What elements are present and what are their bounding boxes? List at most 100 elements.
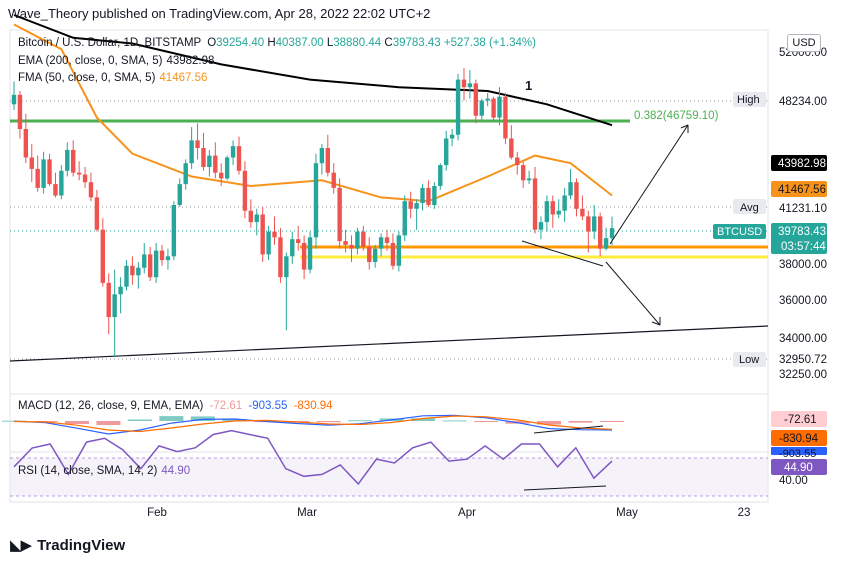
candle-body[interactable] xyxy=(586,216,591,232)
candle-body[interactable] xyxy=(195,140,200,148)
candle-body[interactable] xyxy=(438,165,443,186)
candle-body[interactable] xyxy=(349,244,354,249)
candle-body[interactable] xyxy=(224,157,230,179)
candle-body[interactable] xyxy=(17,94,23,129)
macd-divergence-line[interactable] xyxy=(533,425,604,434)
candle-body[interactable] xyxy=(82,174,88,183)
candle-body[interactable] xyxy=(242,170,248,211)
candle-body[interactable] xyxy=(580,208,585,217)
candle-body[interactable] xyxy=(568,182,573,196)
candle-body[interactable] xyxy=(562,195,567,211)
tradingview-brand[interactable]: ◣▶ TradingView xyxy=(10,536,125,555)
candle-body[interactable] xyxy=(118,286,123,295)
candle-body[interactable] xyxy=(272,231,277,238)
candle-body[interactable] xyxy=(544,201,550,223)
candle-body[interactable] xyxy=(147,254,153,278)
candle-body[interactable] xyxy=(538,222,544,230)
candle-body[interactable] xyxy=(53,184,58,196)
candle-body[interactable] xyxy=(479,100,484,116)
candle-body[interactable] xyxy=(177,184,182,205)
ema200-legend[interactable]: EMA (200, close, 0, SMA, 5) 43982.98 xyxy=(18,55,214,67)
ema50-legend[interactable]: FMA (50, close, 0, SMA, 5) 41467.56 xyxy=(18,72,207,84)
candle-body[interactable] xyxy=(526,178,532,181)
long-trendline[interactable] xyxy=(9,325,769,362)
candle-body[interactable] xyxy=(402,201,407,236)
candle-body[interactable] xyxy=(11,94,17,105)
candle-body[interactable] xyxy=(183,163,188,185)
symbol-legend[interactable]: Bitcoin / U.S. Dollar, 1D, BITSTAMP O392… xyxy=(18,37,536,49)
candle-body[interactable] xyxy=(319,148,325,164)
candle-body[interactable] xyxy=(372,248,378,262)
candle-body[interactable] xyxy=(65,149,70,171)
candle-body[interactable] xyxy=(165,256,171,261)
candle-body[interactable] xyxy=(201,148,206,167)
candle-body[interactable] xyxy=(461,79,467,88)
candle-body[interactable] xyxy=(59,170,64,196)
candle-body[interactable] xyxy=(35,168,40,188)
candle-body[interactable] xyxy=(355,231,360,249)
candle-body[interactable] xyxy=(189,140,194,164)
bullish-projection-line[interactable] xyxy=(609,124,689,245)
candle-body[interactable] xyxy=(556,210,561,215)
candle-body[interactable] xyxy=(153,250,159,278)
candle-body[interactable] xyxy=(112,294,117,318)
candle-body[interactable] xyxy=(509,138,514,158)
candle-body[interactable] xyxy=(236,146,242,171)
candle-body[interactable] xyxy=(455,79,461,135)
candle-body[interactable] xyxy=(532,178,538,230)
currency-button[interactable]: USD xyxy=(787,34,821,52)
rsi-legend[interactable]: RSI (14, close, SMA, 14, 2) 44.90 xyxy=(18,465,190,477)
price-divergence-line[interactable] xyxy=(521,240,604,267)
candle-body[interactable] xyxy=(515,157,520,166)
candle-body[interactable] xyxy=(207,155,212,167)
candle-body[interactable] xyxy=(29,157,34,169)
candle-body[interactable] xyxy=(106,282,111,318)
candle-body[interactable] xyxy=(136,267,141,276)
macd-legend[interactable]: MACD (12, 26, close, 9, EMA, EMA) -72.61… xyxy=(18,400,333,412)
candle-body[interactable] xyxy=(420,187,425,204)
candle-body[interactable] xyxy=(284,256,289,278)
candle-body[interactable] xyxy=(124,265,129,287)
candle-body[interactable] xyxy=(230,146,236,158)
candle-body[interactable] xyxy=(331,172,336,188)
candle-body[interactable] xyxy=(248,210,254,223)
candle-body[interactable] xyxy=(444,138,449,166)
candle-body[interactable] xyxy=(485,98,490,101)
candle-body[interactable] xyxy=(142,254,147,268)
candle-body[interactable] xyxy=(390,243,396,266)
candle-body[interactable] xyxy=(384,237,390,243)
candle-body[interactable] xyxy=(473,83,479,116)
candle-body[interactable] xyxy=(88,182,94,198)
candle-body[interactable] xyxy=(100,229,106,283)
candle-body[interactable] xyxy=(396,235,402,266)
candle-body[interactable] xyxy=(361,231,366,247)
candle-body[interactable] xyxy=(603,238,609,249)
candle-body[interactable] xyxy=(503,96,508,139)
candle-body[interactable] xyxy=(574,182,579,209)
candle-body[interactable] xyxy=(23,129,29,158)
rsi-divergence-line[interactable] xyxy=(523,485,607,491)
candle-body[interactable] xyxy=(414,203,419,209)
candle-body[interactable] xyxy=(278,237,283,278)
candle-body[interactable] xyxy=(491,98,496,118)
candle-body[interactable] xyxy=(520,165,526,181)
candle-body[interactable] xyxy=(76,172,82,175)
candle-body[interactable] xyxy=(159,250,165,261)
candle-body[interactable] xyxy=(266,231,271,255)
candle-body[interactable] xyxy=(449,134,455,139)
candle-body[interactable] xyxy=(497,96,502,118)
candle-body[interactable] xyxy=(597,216,603,249)
candle-body[interactable] xyxy=(313,163,319,238)
candle-body[interactable] xyxy=(408,201,413,209)
candle-body[interactable] xyxy=(94,197,100,230)
candle-body[interactable] xyxy=(609,228,615,239)
candle-body[interactable] xyxy=(171,205,177,257)
candle-body[interactable] xyxy=(378,237,384,249)
candle-body[interactable] xyxy=(219,172,224,179)
candle-body[interactable] xyxy=(41,159,46,188)
candle-body[interactable] xyxy=(290,239,295,257)
candle-body[interactable] xyxy=(432,186,437,205)
bearish-projection-line[interactable] xyxy=(605,261,661,326)
candle-body[interactable] xyxy=(71,149,76,173)
candle-body[interactable] xyxy=(325,148,331,173)
